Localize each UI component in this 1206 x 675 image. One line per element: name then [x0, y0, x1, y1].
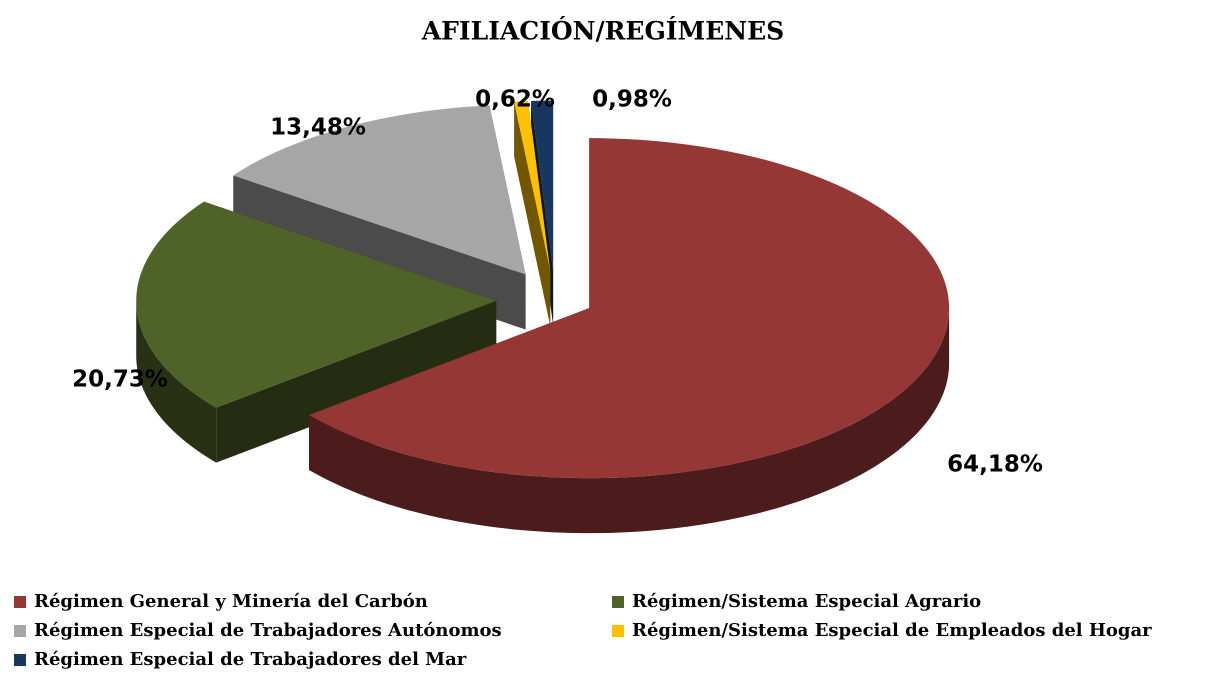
legend-label: Régimen/Sistema Especial de Empleados de…: [632, 620, 1152, 641]
slice-top: [233, 105, 526, 275]
legend-swatch: [14, 596, 26, 608]
pie-slice: [136, 201, 497, 463]
legend-label: Régimen/Sistema Especial Agrario: [632, 591, 981, 612]
slice-top: [136, 201, 497, 408]
slice-top: [309, 138, 950, 479]
slice-top: [514, 101, 551, 271]
legend-swatch: [14, 625, 26, 637]
chart-title: AFILIACIÓN/REGÍMENES: [421, 17, 784, 46]
legend-label: Régimen Especial de Trabajadores del Mar: [34, 649, 467, 670]
legend-swatch: [612, 596, 624, 608]
legend-label: Régimen General y Minería del Carbón: [34, 591, 428, 612]
data-label: 0,62%: [475, 87, 555, 113]
data-label: 20,73%: [72, 367, 168, 393]
legend-swatch: [14, 654, 26, 666]
data-label: 13,48%: [270, 115, 366, 141]
slice-side: [514, 101, 551, 326]
data-label: 64,18%: [947, 452, 1043, 478]
slice-side: [216, 300, 497, 463]
legend-swatch: [612, 625, 624, 637]
slice-wall: [136, 300, 217, 463]
slice-top: [531, 100, 554, 271]
data-label: 0,98%: [592, 87, 672, 113]
pie-slice: [514, 101, 551, 326]
pie-slice: [309, 138, 950, 534]
slice-wall: [309, 308, 950, 534]
legend-label: Régimen Especial de Trabajadores Autónom…: [34, 620, 502, 641]
